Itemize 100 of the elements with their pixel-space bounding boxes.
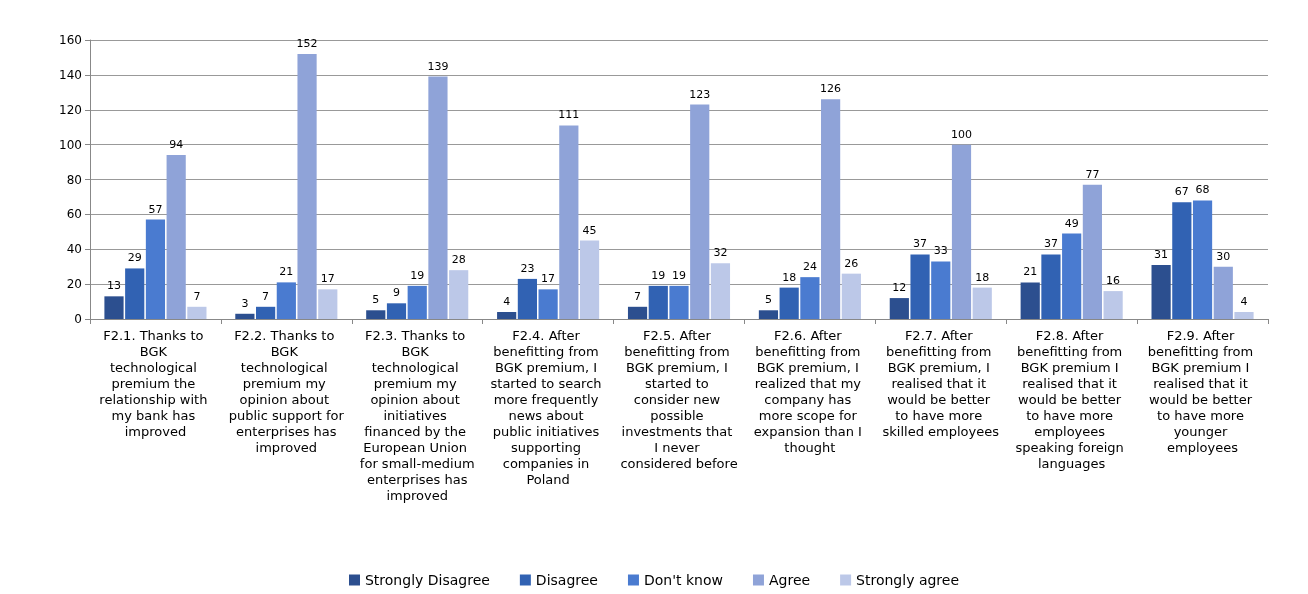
bar (1151, 264, 1171, 319)
data-label: 4 (1240, 295, 1248, 309)
bar (1213, 266, 1233, 319)
data-label: 7 (193, 289, 201, 303)
data-label: 19 (651, 268, 666, 282)
bar (166, 155, 186, 319)
bar (710, 263, 731, 319)
data-label: 94 (169, 138, 184, 152)
bar (517, 278, 537, 319)
bar (1103, 291, 1123, 319)
data-label: 57 (148, 202, 163, 216)
data-label: 126 (820, 82, 842, 96)
bar (1062, 233, 1082, 319)
data-label: 26 (844, 256, 859, 270)
y-tick-label: 120 (59, 102, 82, 117)
category-label: F2.8. After benefitting from BGK premium I realised that it would be better to have more employees speaking foreign languages (1015, 327, 1124, 471)
legend-label: Agree (768, 572, 811, 588)
bar (449, 270, 469, 319)
data-label: 33 (933, 244, 948, 258)
bar (497, 312, 517, 319)
bar (235, 313, 255, 319)
bar (1041, 254, 1061, 319)
y-tick-label: 0 (74, 312, 82, 326)
data-label: 30 (1216, 249, 1231, 263)
y-tick-label: 80 (66, 172, 82, 187)
data-label: 45 (582, 223, 597, 237)
x-tick-label: F2.2. Thanks to BGK technological premium my opinion about public support for enterprises has improved (228, 327, 345, 455)
bar (758, 310, 779, 319)
y-tick-label: 60 (66, 207, 82, 222)
data-label: 67 (1174, 185, 1189, 199)
bar (276, 282, 296, 319)
bar (104, 296, 124, 319)
data-label: 3 (241, 296, 249, 310)
data-label: 12 (892, 281, 907, 295)
data-label: 13 (106, 279, 121, 293)
y-tick-label: 140 (59, 67, 82, 82)
bar (145, 219, 166, 319)
data-label: 9 (393, 286, 400, 300)
x-tick-label: F2.9. After benefitting from BGK premium I realised that it would be better to have more younger employees (1147, 327, 1258, 455)
bar (669, 285, 689, 319)
bar (579, 240, 600, 319)
bar (559, 125, 579, 319)
data-label: 100 (951, 127, 972, 141)
bar (366, 310, 386, 319)
y-tick-label: 20 (66, 277, 82, 292)
data-label: 18 (782, 270, 797, 284)
bar (538, 289, 558, 319)
bar (187, 306, 207, 319)
bar (1020, 282, 1040, 319)
legend-label: Disagree (535, 572, 598, 588)
category-label: F2.3. Thanks to BGK technological premium my opinion about initiatives financed by the European Union for small-medium enterprises has improved (359, 327, 475, 503)
data-label: 152 (296, 36, 318, 50)
bar (1172, 202, 1192, 319)
bar (931, 261, 951, 319)
data-label: 139 (427, 59, 449, 73)
bar (627, 306, 648, 319)
data-label: 5 (372, 293, 380, 307)
data-label: 7 (634, 289, 642, 303)
data-label: 37 (913, 237, 928, 251)
data-label: 32 (713, 246, 728, 260)
data-label: 24 (802, 260, 817, 274)
x-tick-label: F2.6. After benefitting from BGK premium, I realized that my company has more scope for expansion than I thought (753, 327, 867, 455)
bar (910, 254, 930, 319)
data-label: 49 (1064, 216, 1079, 230)
bar (821, 99, 841, 319)
bar (256, 306, 276, 319)
bar (1234, 312, 1254, 319)
x-tick-label: F2.1. Thanks to BGK technological premium the relationship with my bank has improved (99, 327, 212, 439)
category-label: F2.4. After benefitting from BGK premium, I started to search more frequently news about public initiatives supporting companies in Poland (490, 327, 602, 487)
bar (889, 298, 909, 319)
bar (428, 76, 448, 319)
data-label: 28 (451, 253, 466, 267)
data-label: 18 (975, 270, 990, 284)
x-tick-label: F2.7. After benefitting from BGK premium, I realised that it would be better to have more skilled employees (882, 327, 1000, 439)
data-label: 7 (262, 289, 270, 303)
bar (841, 273, 861, 319)
data-label: 17 (541, 272, 556, 286)
data-label: 19 (410, 268, 425, 282)
data-label: 21 (1023, 265, 1038, 279)
data-label: 31 (1154, 247, 1169, 261)
bar (951, 144, 972, 319)
bar (1192, 200, 1213, 319)
data-label: 37 (1043, 237, 1058, 251)
data-label: 123 (689, 87, 711, 101)
bar (386, 303, 407, 319)
data-label: 68 (1195, 183, 1210, 197)
y-tick-label: 100 (59, 137, 82, 152)
data-label: 111 (558, 108, 580, 122)
bar (297, 53, 317, 319)
data-label: 21 (279, 265, 294, 279)
data-label: 16 (1106, 274, 1121, 288)
y-tick-label: 40 (66, 242, 82, 257)
category-label: F2.5. After benefitting from BGK premium, I started to consider new possible investments that I never considered before (620, 327, 738, 471)
bar (1082, 184, 1102, 319)
bar (972, 287, 992, 319)
data-label: 29 (127, 251, 142, 265)
bar (125, 268, 145, 319)
data-label: 5 (764, 293, 772, 307)
bar (648, 285, 668, 319)
legend-label: Don't know (643, 572, 723, 588)
